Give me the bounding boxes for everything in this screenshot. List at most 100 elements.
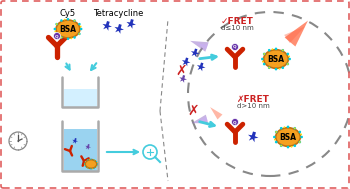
Circle shape	[67, 18, 69, 20]
Circle shape	[55, 33, 58, 35]
Circle shape	[94, 159, 95, 160]
Circle shape	[87, 168, 88, 169]
Polygon shape	[179, 75, 187, 83]
Polygon shape	[191, 49, 199, 57]
Circle shape	[273, 136, 276, 138]
Circle shape	[274, 139, 276, 140]
Circle shape	[60, 19, 63, 22]
Ellipse shape	[264, 50, 288, 68]
Circle shape	[299, 131, 301, 133]
Polygon shape	[182, 57, 190, 66]
Circle shape	[287, 146, 289, 148]
Circle shape	[275, 131, 278, 133]
Circle shape	[263, 53, 265, 55]
Circle shape	[275, 68, 277, 70]
Circle shape	[73, 19, 76, 22]
Polygon shape	[248, 132, 258, 142]
Circle shape	[94, 159, 95, 160]
Circle shape	[275, 48, 277, 50]
Circle shape	[281, 67, 284, 69]
Circle shape	[67, 37, 69, 40]
Text: Q: Q	[233, 120, 237, 124]
Circle shape	[268, 67, 271, 69]
Circle shape	[262, 61, 264, 63]
Circle shape	[61, 37, 62, 38]
Circle shape	[96, 161, 97, 162]
Text: ✗: ✗	[187, 104, 199, 118]
Circle shape	[287, 53, 289, 55]
Circle shape	[287, 63, 289, 65]
Circle shape	[80, 26, 82, 27]
Circle shape	[94, 168, 95, 169]
Circle shape	[80, 28, 83, 30]
Polygon shape	[284, 26, 305, 43]
Polygon shape	[103, 21, 112, 31]
Circle shape	[231, 119, 238, 125]
Circle shape	[97, 162, 98, 163]
Circle shape	[282, 49, 284, 51]
Circle shape	[280, 127, 282, 129]
Polygon shape	[72, 138, 78, 144]
Text: BSA: BSA	[280, 132, 296, 142]
Circle shape	[299, 141, 301, 143]
Text: BSA: BSA	[60, 25, 77, 33]
Text: Cy5: Cy5	[60, 9, 76, 18]
Circle shape	[280, 145, 282, 147]
Text: ✗FRET: ✗FRET	[237, 94, 270, 104]
Circle shape	[87, 159, 88, 160]
Text: Q: Q	[233, 45, 237, 49]
Circle shape	[96, 166, 97, 167]
Circle shape	[97, 163, 98, 165]
Circle shape	[71, 38, 72, 39]
Text: BSA: BSA	[267, 54, 285, 64]
Circle shape	[294, 127, 296, 129]
Text: ✓FRET: ✓FRET	[220, 16, 253, 26]
Circle shape	[272, 48, 273, 50]
FancyBboxPatch shape	[63, 88, 97, 106]
Circle shape	[73, 36, 76, 39]
Circle shape	[290, 146, 292, 148]
Polygon shape	[85, 144, 91, 150]
Circle shape	[275, 141, 278, 143]
Polygon shape	[191, 115, 208, 123]
Circle shape	[87, 168, 88, 169]
Circle shape	[263, 53, 266, 55]
Circle shape	[78, 23, 81, 25]
Circle shape	[56, 23, 57, 25]
Circle shape	[268, 49, 271, 52]
Circle shape	[280, 144, 282, 147]
Circle shape	[89, 159, 90, 160]
Circle shape	[268, 67, 270, 69]
Circle shape	[300, 133, 302, 135]
Circle shape	[288, 58, 291, 60]
Circle shape	[85, 166, 86, 167]
Circle shape	[85, 161, 86, 162]
Circle shape	[299, 141, 301, 143]
Circle shape	[294, 127, 296, 129]
Text: Tetracycline: Tetracycline	[93, 9, 143, 19]
Circle shape	[54, 33, 61, 40]
Ellipse shape	[276, 128, 300, 146]
Circle shape	[64, 19, 65, 20]
Circle shape	[279, 68, 280, 70]
Circle shape	[300, 136, 303, 138]
Circle shape	[263, 63, 266, 65]
Text: d>10 nm: d>10 nm	[237, 103, 270, 109]
Circle shape	[54, 31, 56, 32]
Circle shape	[231, 43, 238, 50]
Circle shape	[78, 33, 81, 35]
FancyBboxPatch shape	[63, 129, 97, 170]
Polygon shape	[197, 63, 205, 71]
Circle shape	[9, 132, 27, 150]
Circle shape	[78, 33, 80, 35]
Polygon shape	[197, 43, 208, 49]
Circle shape	[92, 168, 93, 169]
Circle shape	[54, 28, 56, 30]
Circle shape	[90, 159, 92, 160]
Ellipse shape	[56, 20, 80, 38]
Polygon shape	[285, 21, 308, 46]
Circle shape	[60, 36, 63, 39]
Polygon shape	[114, 24, 124, 34]
Circle shape	[261, 58, 264, 60]
Polygon shape	[210, 107, 223, 119]
